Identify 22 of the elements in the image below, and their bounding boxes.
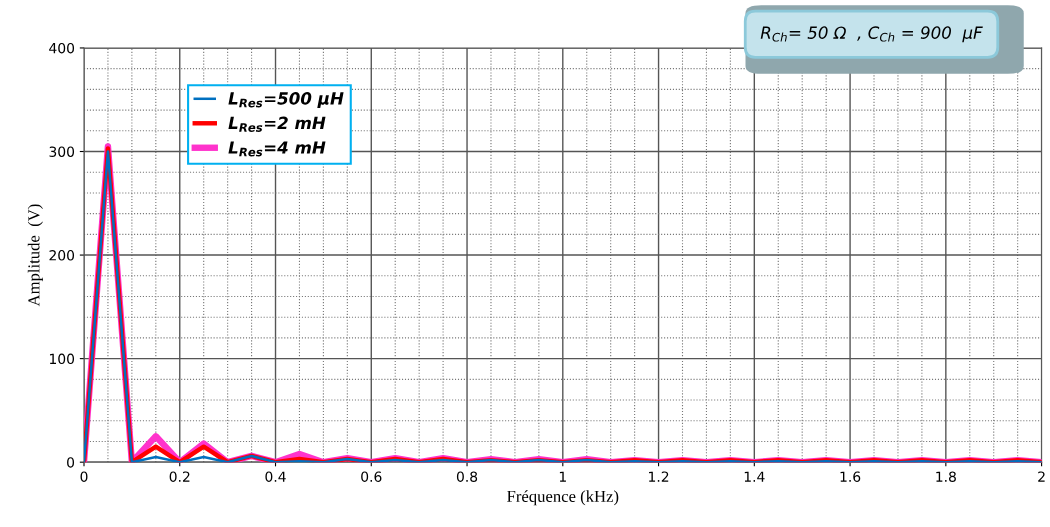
legend-label: L$_{Res}$=2 mH bbox=[228, 116, 326, 132]
text: R$_{Ch}$= 50 Ω , C$_{Ch}$ = 900 µF bbox=[760, 26, 983, 43]
x-tick-label: 1 bbox=[559, 471, 566, 482]
legend-label: L$_{Res}$=500 µH bbox=[228, 92, 344, 108]
legend-label: L$_{Res}$=4 mH bbox=[228, 141, 326, 157]
x-tick-label: 1.2 bbox=[649, 471, 669, 482]
x-tick-label: 1.4 bbox=[744, 471, 765, 482]
x-tick-label: 0 bbox=[80, 471, 88, 482]
x-tick-label: 1.8 bbox=[936, 471, 956, 482]
y-tick-label: 300 bbox=[49, 146, 75, 157]
x-tick-label: 2 bbox=[1038, 471, 1045, 482]
y-tick-label: 0 bbox=[67, 457, 75, 468]
y-axis-title: Amplitude (V) bbox=[27, 204, 43, 307]
x-tick-label: 0.2 bbox=[169, 471, 190, 482]
y-tick-label: 200 bbox=[49, 250, 75, 261]
x-tick-label: 0.8 bbox=[456, 471, 478, 482]
y-tick-label: 400 bbox=[49, 42, 75, 54]
y-tick-label: 100 bbox=[49, 353, 75, 365]
x-tick-label: 1.6 bbox=[840, 471, 861, 482]
x-tick-label: 0.6 bbox=[361, 471, 382, 482]
x-axis-title: Fréquence (kHz) bbox=[507, 490, 619, 506]
x-tick-label: 0.4 bbox=[265, 471, 286, 482]
